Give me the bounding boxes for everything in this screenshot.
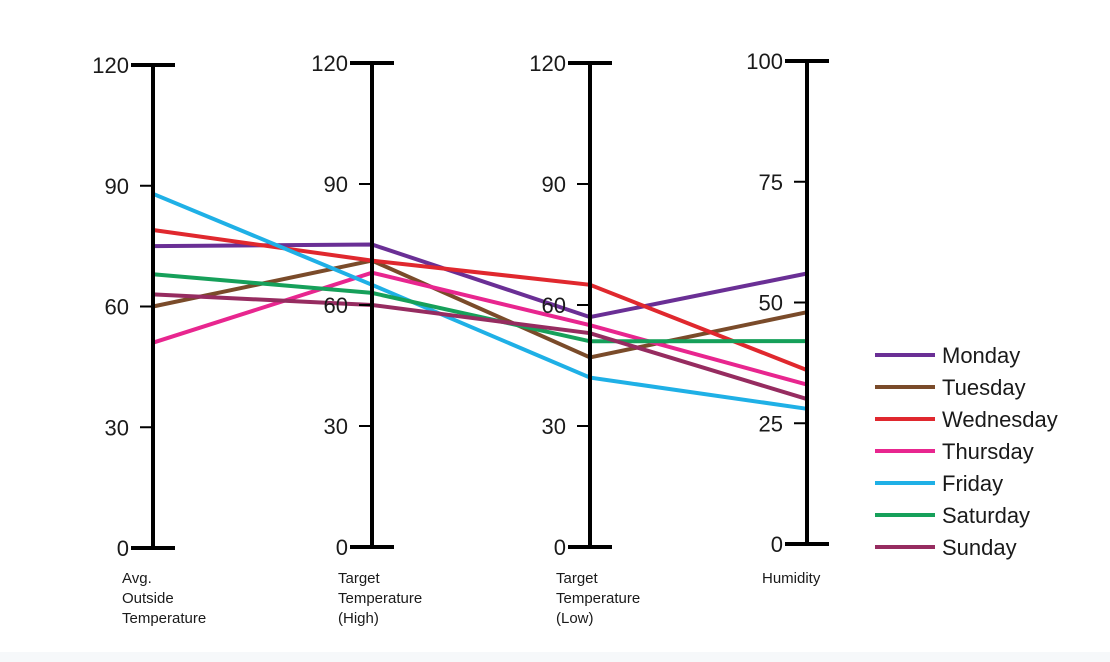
tick-label: 90 bbox=[105, 174, 129, 199]
tick-label: 120 bbox=[311, 51, 348, 76]
legend-label: Monday bbox=[942, 343, 1020, 368]
legend-label: Sunday bbox=[942, 535, 1017, 560]
tick-label: 25 bbox=[759, 411, 783, 436]
series-line-thursday bbox=[152, 270, 808, 387]
tick-label: 60 bbox=[105, 295, 129, 320]
axis-label: Avg. Outside Temperature bbox=[122, 570, 206, 627]
tick-label: 50 bbox=[759, 291, 783, 316]
axis-label: Humidity bbox=[762, 570, 821, 587]
legend-label: Friday bbox=[942, 471, 1003, 496]
series-lines bbox=[152, 191, 808, 411]
tick-label: 60 bbox=[542, 293, 566, 318]
footer-band bbox=[0, 652, 1110, 662]
tick-label: 30 bbox=[105, 415, 129, 440]
legend-label: Saturday bbox=[942, 503, 1030, 528]
tick-label: 120 bbox=[529, 51, 566, 76]
tick-label: 90 bbox=[542, 172, 566, 197]
series-line-wednesday bbox=[152, 228, 808, 372]
tick-label: 0 bbox=[117, 536, 129, 561]
series-line-friday bbox=[152, 191, 808, 411]
legend-label: Thursday bbox=[942, 439, 1034, 464]
axes: 0 30 60 90 120 Avg. Outside Temperature 0 30 60 90 1… bbox=[92, 49, 829, 627]
tick-label: 90 bbox=[324, 172, 348, 197]
tick-label: 60 bbox=[324, 293, 348, 318]
legend: Monday Tuesday Wednesday Thursday Friday Satu… bbox=[875, 343, 1058, 560]
axis-label: Target Temperature (High) bbox=[338, 570, 422, 627]
legend-label: Tuesday bbox=[942, 375, 1026, 400]
tick-label: 0 bbox=[771, 532, 783, 557]
tick-label: 100 bbox=[746, 49, 783, 74]
legend-label: Wednesday bbox=[942, 407, 1058, 432]
axis-label: Target Temperature (Low) bbox=[556, 570, 640, 627]
tick-label: 75 bbox=[759, 170, 783, 195]
series-line-sunday bbox=[152, 292, 808, 402]
tick-label: 30 bbox=[324, 414, 348, 439]
tick-label: 30 bbox=[542, 414, 566, 439]
tick-label: 0 bbox=[554, 535, 566, 560]
tick-label: 0 bbox=[336, 535, 348, 560]
tick-label: 120 bbox=[92, 53, 129, 78]
